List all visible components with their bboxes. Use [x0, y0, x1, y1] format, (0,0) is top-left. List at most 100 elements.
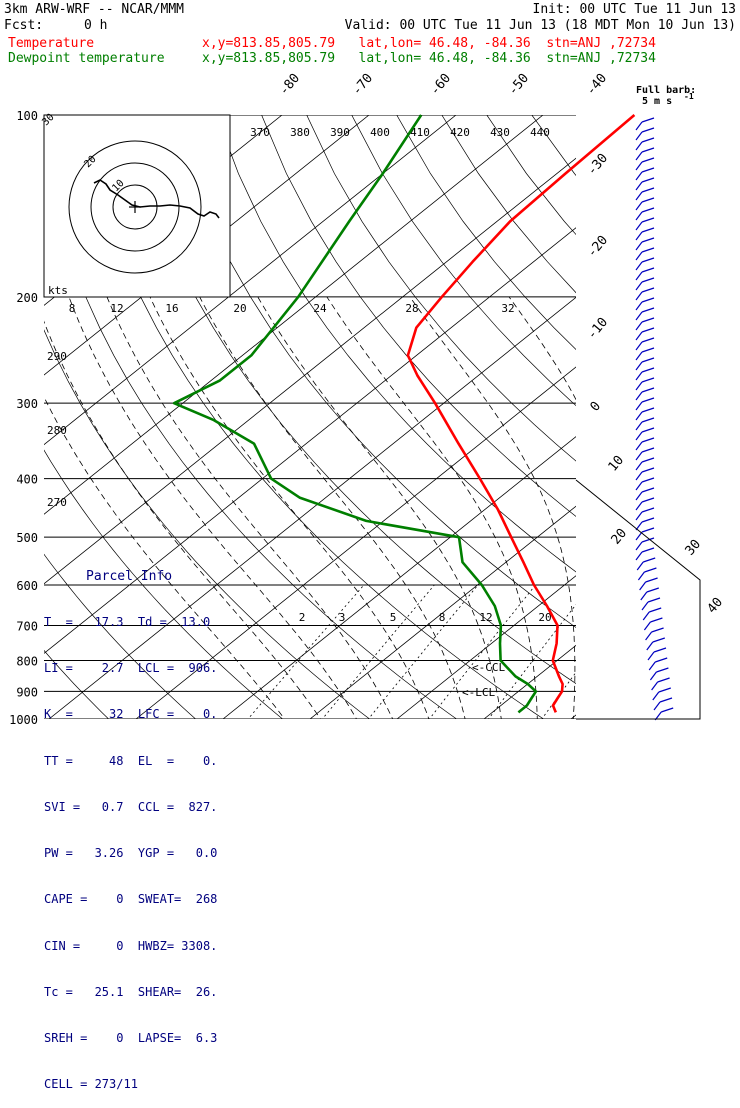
wind-barb-flag	[641, 247, 655, 253]
isotherm	[222, 436, 576, 719]
wind-barb-flag	[656, 667, 669, 673]
wind-barb	[635, 497, 655, 511]
theta-e-label: 410	[410, 126, 430, 139]
wind-barb-flag	[641, 347, 655, 353]
wind-barb-flag	[653, 647, 667, 653]
wind-barb-shaft	[635, 131, 643, 141]
wind-barb-flag	[649, 607, 662, 613]
dry-adiabat	[667, 115, 740, 732]
wind-barb-flag	[641, 137, 655, 143]
wind-barb	[651, 677, 670, 691]
theta-e-label: 380	[290, 126, 310, 139]
wind-barb-shaft	[635, 461, 643, 471]
moist-adiabat	[106, 296, 394, 719]
dry-adiabat-label: 290	[47, 350, 67, 363]
wind-barb-flag	[641, 117, 655, 123]
wind-barb	[636, 557, 656, 571]
wind-barb-shaft	[635, 121, 643, 131]
isotherm	[48, 296, 576, 719]
wind-barb-flag	[641, 387, 655, 393]
dry-adiabat	[171, 115, 576, 628]
moist-adiabat	[149, 296, 430, 719]
dry-adiabat	[44, 553, 197, 719]
wind-barb-shaft	[635, 181, 643, 191]
moist-adiabat	[257, 296, 502, 719]
dewpoint-label: Dewpoint temperature	[8, 51, 165, 66]
wind-barb-flag	[651, 627, 664, 633]
wind-barb-shaft	[646, 641, 654, 651]
isotherm-label: -70	[350, 71, 377, 99]
lcl-marker: <-LCL	[462, 686, 495, 699]
wind-barb-shaft	[635, 531, 643, 541]
wind-barb-flag	[641, 527, 655, 533]
wind-barb-flag	[641, 307, 655, 313]
parcel-row: TT = 48 EL = 0.	[44, 753, 218, 768]
parcel-row: LI = 2.7 LCL = 906.	[44, 661, 218, 676]
wind-barb-flag	[641, 277, 655, 283]
wind-barb	[635, 517, 655, 531]
wind-barb	[640, 587, 659, 601]
full-barb-note: Full barb:	[636, 85, 696, 96]
wind-barb	[635, 187, 655, 201]
isotherm	[570, 714, 576, 719]
temperature-label: Temperature	[8, 36, 95, 51]
isotherm	[483, 644, 576, 719]
dry-adiabat	[306, 115, 576, 462]
theta-e-label: 400	[370, 126, 390, 139]
wind-barb-shaft	[635, 551, 643, 561]
wind-barb-shaft	[635, 161, 643, 171]
wind-barb-shaft	[635, 221, 643, 231]
wind-barb-shaft	[635, 501, 643, 511]
dry-adiabat	[81, 115, 545, 719]
wind-barb-shaft	[635, 441, 643, 451]
temperature-trace	[406, 114, 636, 713]
theta-e-label: 390	[330, 126, 350, 139]
wind-barb-flag	[641, 367, 655, 373]
wind-barb-flag	[641, 237, 655, 243]
theta-w-label: 16	[165, 302, 178, 315]
wind-barb-flag	[641, 297, 655, 303]
mixing-ratio-line	[321, 584, 435, 719]
wind-barb	[635, 447, 655, 461]
wind-barb-flag	[641, 217, 655, 223]
wind-barb-flag	[650, 617, 663, 623]
dry-adiabat	[577, 115, 740, 732]
wind-barb-flag	[644, 567, 657, 573]
wind-barb	[649, 667, 669, 681]
wind-barb-shaft	[642, 611, 650, 621]
wind-barb	[635, 457, 655, 471]
wind-barb	[635, 407, 655, 421]
mixing-ratio-line	[487, 603, 576, 719]
isotherm	[309, 505, 576, 719]
wind-barb-shaft	[635, 151, 643, 161]
wind-barb-shaft	[635, 311, 643, 321]
wind-barb	[635, 387, 655, 401]
isotherm	[658, 115, 740, 719]
wind-barb-shaft	[637, 571, 645, 581]
pressure-tick-label: 900	[16, 685, 38, 699]
wind-barb-flag	[646, 587, 659, 593]
wind-barb-shaft	[635, 211, 643, 221]
theta-e-label: 430	[490, 126, 510, 139]
wind-barb-flag	[659, 697, 673, 703]
wind-barb	[635, 147, 655, 161]
wind-barb	[635, 207, 655, 221]
wind-barb	[635, 117, 655, 131]
wind-barb	[635, 367, 655, 381]
hodo-units: kts	[48, 284, 68, 297]
wind-barb-flag	[641, 357, 655, 363]
dry-adiabat	[351, 115, 576, 407]
wind-barb-flag	[641, 377, 655, 383]
wind-barb-shaft	[635, 381, 643, 391]
mixing-ratio-line	[367, 584, 479, 719]
wind-barb-shaft	[641, 601, 649, 611]
wind-barb-flag	[643, 557, 656, 563]
isotherm-label: -80	[277, 71, 304, 99]
dewpoint-trace	[172, 114, 538, 714]
wind-barb-flag	[641, 317, 655, 323]
wind-barb-flag	[645, 577, 658, 583]
wind-barb-shaft	[636, 561, 644, 571]
wind-barb-flag	[641, 127, 655, 133]
mixing-ratio-line	[247, 584, 365, 719]
wind-barb-flag	[641, 267, 655, 273]
